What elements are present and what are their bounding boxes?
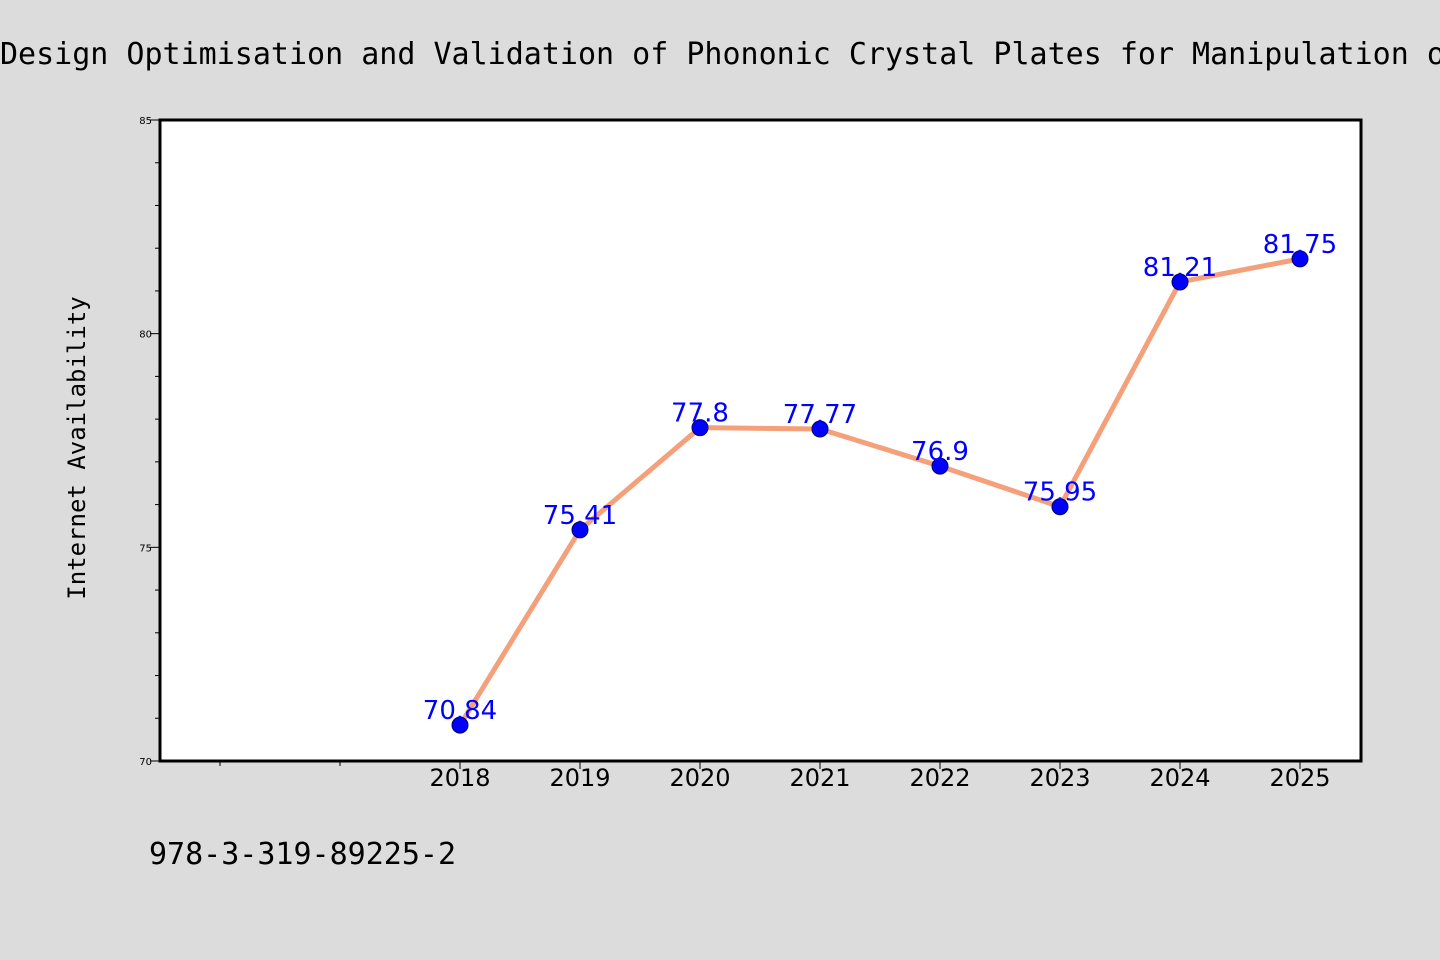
data-label: 76.9 — [911, 437, 969, 467]
data-labels: 70.84 75.41 77.8 77.77 76.9 75.95 81.21 81.75 — [423, 230, 1337, 726]
series-markers — [451, 250, 1309, 734]
y-tick-label: 85 — [139, 116, 152, 127]
data-point — [451, 716, 469, 734]
y-tick-label: 80 — [139, 330, 152, 341]
data-label: 77.8 — [671, 399, 729, 429]
data-point — [931, 457, 949, 475]
data-point — [571, 521, 589, 539]
isbn-label: 978-3-319-89225-2 — [149, 837, 456, 872]
x-tick-label: 2024 — [1149, 764, 1210, 792]
x-tick-label: 2018 — [429, 764, 490, 792]
x-tick-label: 2023 — [1029, 764, 1090, 792]
data-label: 77.77 — [783, 400, 857, 430]
x-tick-label: 2021 — [789, 764, 850, 792]
y-tick-label: 75 — [139, 543, 152, 554]
x-tick-label: 2019 — [549, 764, 610, 792]
data-label: 75.41 — [543, 501, 617, 531]
data-point — [1051, 498, 1069, 516]
y-axis-ticks: 70 75 80 85 — [139, 116, 160, 768]
x-axis-ticks: 2018 2019 2020 2021 2022 2023 2024 2025 — [429, 761, 1331, 792]
data-point — [1291, 250, 1309, 268]
y-tick-label: 70 — [139, 757, 152, 768]
data-point — [811, 420, 829, 438]
data-label: 70.84 — [423, 696, 497, 726]
plot-frame — [158, 118, 1363, 763]
data-point — [1171, 273, 1189, 291]
x-tick-label: 2025 — [1269, 764, 1330, 792]
x-tick-label: 2020 — [669, 764, 730, 792]
data-label: 81.21 — [1143, 253, 1217, 283]
x-tick-label: 2022 — [909, 764, 970, 792]
chart-title: Design Optimisation and Validation of Ph… — [0, 37, 1440, 72]
data-label: 81.75 — [1263, 230, 1337, 260]
y-axis-label: Internet Availability — [63, 296, 91, 599]
plot-area — [160, 120, 1361, 761]
data-label: 75.95 — [1023, 478, 1097, 508]
data-point — [691, 419, 709, 437]
series-line — [457, 256, 1303, 728]
